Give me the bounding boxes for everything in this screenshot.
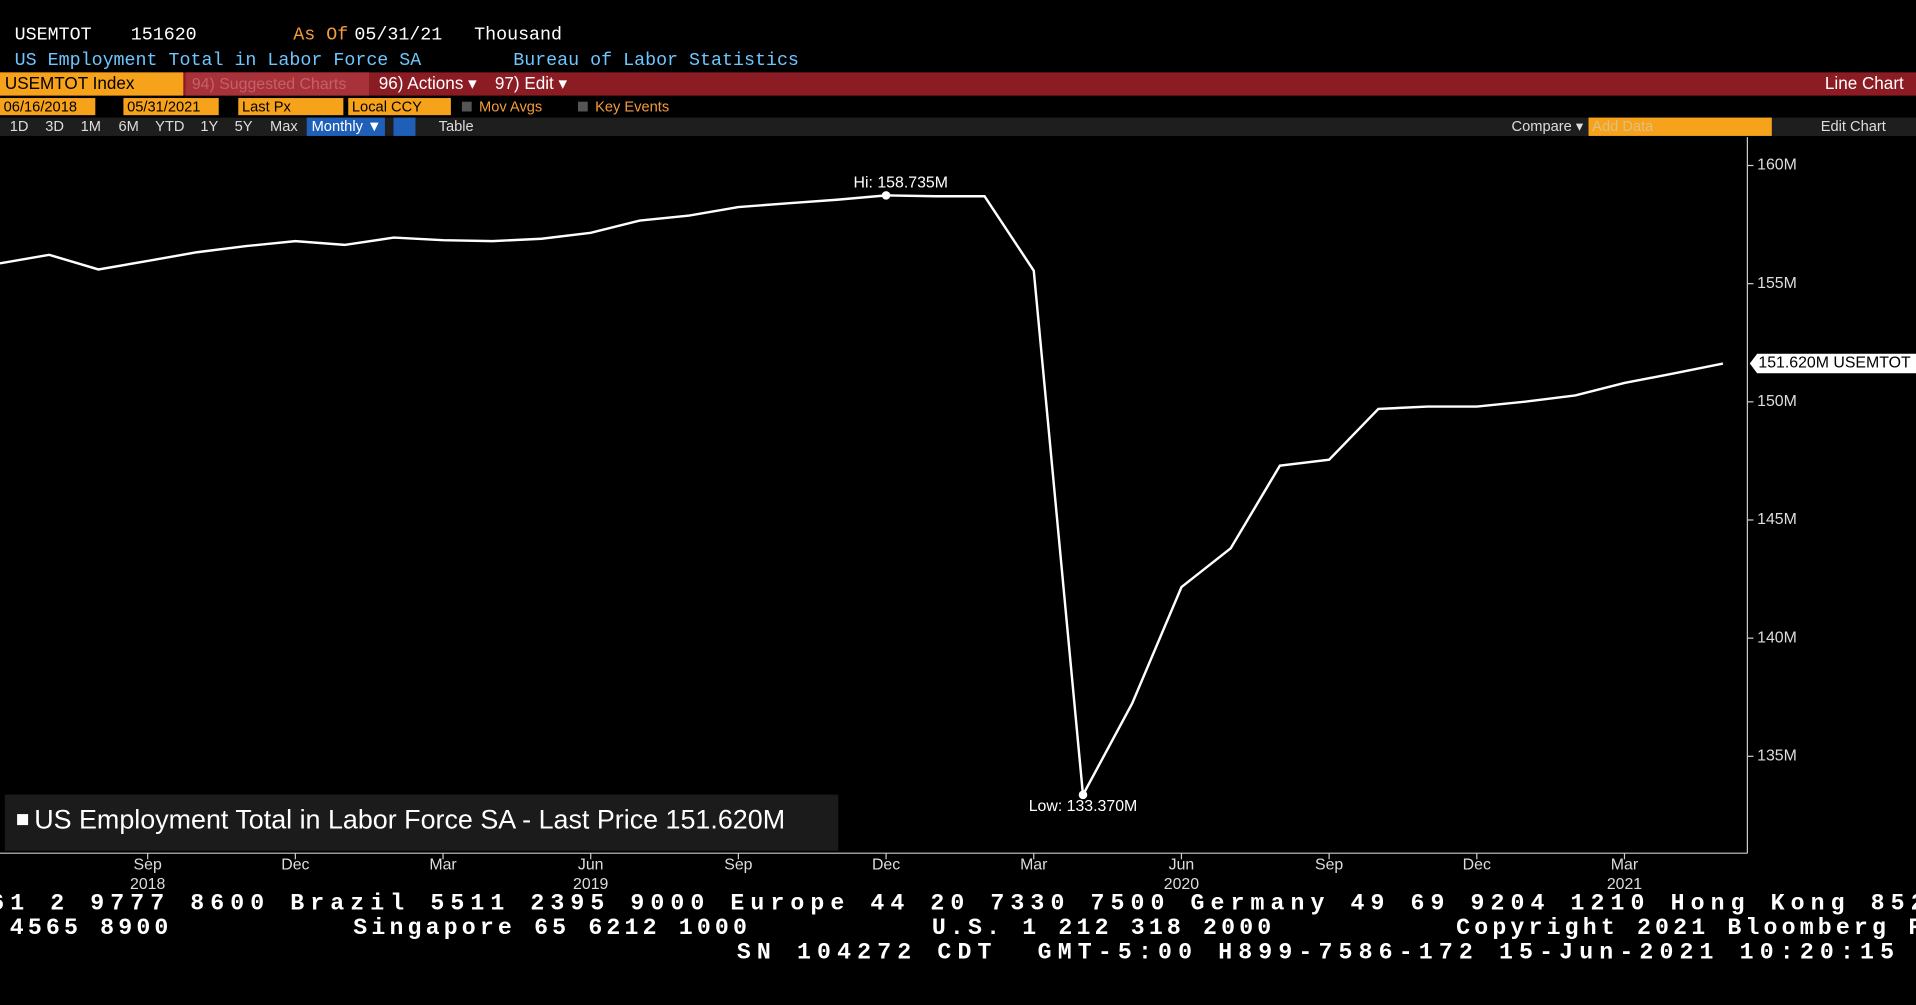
description: US Employment Total in Labor Force SA (15, 50, 422, 71)
range-button[interactable]: 1M (81, 119, 101, 135)
range-button[interactable]: 1Y (200, 119, 218, 135)
start-date-box[interactable] (0, 98, 96, 116)
ticker: USEMTOT (15, 24, 92, 45)
x-tick-year: 2018 (130, 876, 165, 893)
range-button[interactable]: 1D (10, 119, 29, 135)
security-box[interactable] (0, 72, 184, 96)
legend-box (4, 794, 839, 851)
y-tick-label: 135M (1757, 747, 1797, 764)
legend-label: US Employment Total in Labor Force SA - … (34, 805, 785, 835)
legend-swatch (17, 814, 29, 826)
last-price-label: 151.620M USEMTOT (1758, 355, 1911, 372)
range-button[interactable]: 6M (119, 119, 139, 135)
range-button[interactable]: YTD (155, 119, 184, 135)
range-buttons: 1D 3D 1M 6M YTD 1Y 5Y Max (10, 119, 299, 135)
low-marker (1078, 790, 1088, 800)
add-data[interactable]: Add Data (1592, 119, 1654, 135)
low-label: Low: 133.370M (1029, 798, 1138, 815)
units: Thousand (474, 24, 562, 45)
range-button[interactable]: 5Y (235, 119, 253, 135)
chart-kind: Line Chart (1825, 74, 1904, 93)
table-button[interactable]: Table (439, 119, 474, 135)
currency-box[interactable] (348, 98, 451, 116)
y-tick-label: 160M (1757, 157, 1797, 174)
x-tick-year: 2021 (1607, 876, 1642, 893)
x-tick-year: 2020 (1164, 876, 1199, 893)
x-tick-label: Dec (1463, 857, 1491, 874)
source: Bureau of Labor Statistics (513, 50, 799, 71)
range-button[interactable]: Max (270, 119, 298, 135)
y-tick-label: 155M (1757, 275, 1797, 292)
x-tick-label: Mar (1020, 857, 1048, 874)
key-events[interactable]: Key Events (595, 100, 669, 116)
x-tick-label: Mar (429, 857, 457, 874)
x-tick-label: Dec (872, 857, 900, 874)
x-tick-label: Dec (281, 857, 309, 874)
y-tick-label: 145M (1757, 511, 1797, 528)
compare-button[interactable]: Compare ▾ (1512, 119, 1584, 135)
hi-marker (881, 191, 891, 200)
last-value: 151620 (131, 24, 197, 45)
x-tick-label: Sep (724, 857, 752, 874)
last-price-tag (1749, 353, 1916, 374)
period[interactable]: Monthly ▼ (312, 119, 382, 135)
edit-chart[interactable]: Edit Chart (1821, 119, 1886, 135)
range-bar (0, 117, 1916, 136)
y-tick-label: 150M (1757, 393, 1797, 410)
x-tick-label: Jun (1169, 857, 1195, 874)
data-line (0, 194, 1724, 799)
x-tick-label: Sep (1315, 857, 1343, 874)
suggested-box[interactable] (185, 72, 370, 96)
currency[interactable]: Local CCY (352, 100, 422, 116)
period-box[interactable] (306, 117, 385, 136)
add-data-box[interactable] (1588, 117, 1772, 136)
mov-avgs[interactable]: Mov Avgs (479, 100, 542, 116)
range-button[interactable]: 3D (45, 119, 64, 135)
suggested-charts[interactable]: 94) Suggested Charts (192, 76, 346, 93)
end-date-box[interactable] (123, 98, 219, 116)
y-tick-label: 140M (1757, 629, 1797, 646)
chart-icon[interactable] (393, 117, 416, 136)
x-tick-label: Mar (1611, 857, 1639, 874)
checkbox[interactable] (461, 101, 472, 112)
field-box[interactable] (238, 98, 344, 116)
menu-bar (0, 72, 1916, 96)
x-tick-label: Jun (578, 857, 604, 874)
as-of-date: 05/31/21 (354, 24, 442, 45)
x-tick-label: Sep (134, 857, 162, 874)
actions-menu[interactable]: 96) Actions ▾ (379, 74, 477, 93)
end-date[interactable]: 05/31/2021 (127, 100, 200, 116)
checkbox[interactable] (577, 101, 588, 112)
security[interactable]: USEMTOT Index (5, 74, 135, 93)
as-of-label: As Of (293, 24, 348, 45)
edit-menu[interactable]: 97) Edit ▾ (495, 74, 568, 93)
chart: 160M 155M 150M 145M 140M 135M Sep 2018 Dec Mar Jun… (0, 137, 1916, 893)
footer-line: 61 2 9777 8600 Brazil 5511 2395 9000 Eur… (0, 890, 1916, 916)
hi-label: Hi: 158.735M (854, 174, 948, 191)
x-tick-year: 2019 (573, 876, 608, 893)
field[interactable]: Last Px (242, 100, 292, 116)
start-date[interactable]: 06/16/2018 (4, 100, 77, 116)
